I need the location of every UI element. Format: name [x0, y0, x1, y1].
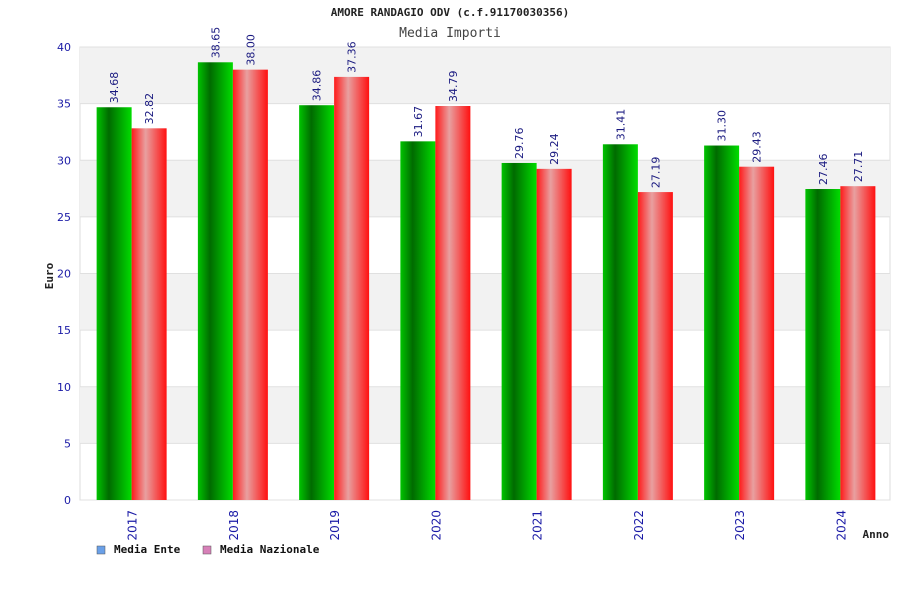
y-tick-label: 20: [57, 268, 71, 281]
bar-media-nazionale: [131, 128, 167, 500]
data-label: 29.24: [548, 133, 561, 165]
data-label: 32.82: [143, 93, 156, 125]
data-label: 34.86: [311, 70, 324, 102]
bar-media-ente: [96, 107, 132, 501]
legend-swatch-media-nazionale: [202, 545, 212, 555]
bar-media-nazionale: [739, 166, 775, 500]
chart-title: AMORE RANDAGIO ODV (c.f.91170030356): [331, 6, 569, 19]
bar-media-ente: [704, 145, 740, 500]
data-label: 34.79: [447, 71, 460, 103]
y-tick-label: 5: [64, 437, 71, 450]
x-tick-label: 2020: [429, 510, 443, 541]
x-tick-label: 2019: [328, 510, 342, 541]
y-tick-label: 40: [57, 41, 71, 54]
data-label: 38.00: [244, 34, 257, 66]
x-axis-label: Anno: [863, 528, 890, 541]
bar-media-ente: [299, 105, 335, 500]
data-label: 29.76: [513, 127, 526, 159]
y-tick-label: 25: [57, 211, 71, 224]
bar-media-ente: [400, 141, 436, 500]
data-label: 27.46: [817, 154, 830, 186]
data-label: 27.71: [852, 151, 865, 183]
x-tick-labels: 2017 2018 2019 2020 2021 2022 2023 2024: [126, 510, 849, 541]
data-label: 31.41: [614, 109, 627, 141]
bar-media-ente: [602, 144, 638, 501]
y-tick-label: 30: [57, 154, 71, 167]
chart-subtitle: Media Importi: [399, 26, 501, 41]
x-tick-label: 2023: [733, 510, 747, 541]
bar-media-ente: [805, 189, 841, 500]
bar-media-ente: [197, 62, 233, 500]
legend-label-media-ente: Media Ente: [114, 543, 181, 556]
legend: Media Ente Media Nazionale: [96, 543, 320, 556]
y-tick-label: 10: [57, 381, 71, 394]
data-label: 27.19: [649, 157, 662, 189]
bars-group: [96, 62, 876, 501]
x-tick-label: 2017: [126, 510, 140, 541]
y-tick-label: 15: [57, 324, 71, 337]
data-label: 34.68: [108, 72, 121, 104]
bar-media-nazionale: [536, 168, 572, 500]
y-tick-label: 0: [64, 494, 71, 507]
data-labels-group: 34.68 32.82 38.65 38.00 34.86 37.36 31.67 34.79…: [108, 27, 865, 188]
data-label: 29.43: [751, 131, 764, 163]
x-tick-label: 2021: [531, 510, 545, 541]
x-tick-label: 2018: [227, 510, 241, 541]
data-label: 38.65: [209, 27, 222, 59]
bar-media-nazionale: [334, 76, 370, 500]
legend-swatch-media-ente: [96, 545, 106, 555]
y-axis-label: Euro: [43, 262, 56, 289]
bar-media-nazionale: [435, 106, 471, 501]
bar-media-ente: [501, 162, 537, 500]
x-tick-label: 2024: [834, 510, 848, 541]
x-tick-label: 2022: [632, 510, 646, 541]
data-label: 31.67: [412, 106, 425, 138]
y-tick-label: 35: [57, 98, 71, 111]
bar-media-nazionale: [232, 69, 268, 501]
y-tick-labels: 0 5 10 15 20 25 30 35 40: [57, 41, 71, 507]
bar-media-nazionale: [637, 192, 673, 501]
data-label: 31.30: [716, 110, 729, 142]
legend-label-media-nazionale: Media Nazionale: [220, 543, 320, 556]
bar-media-nazionale: [840, 186, 876, 500]
data-label: 37.36: [346, 41, 359, 73]
